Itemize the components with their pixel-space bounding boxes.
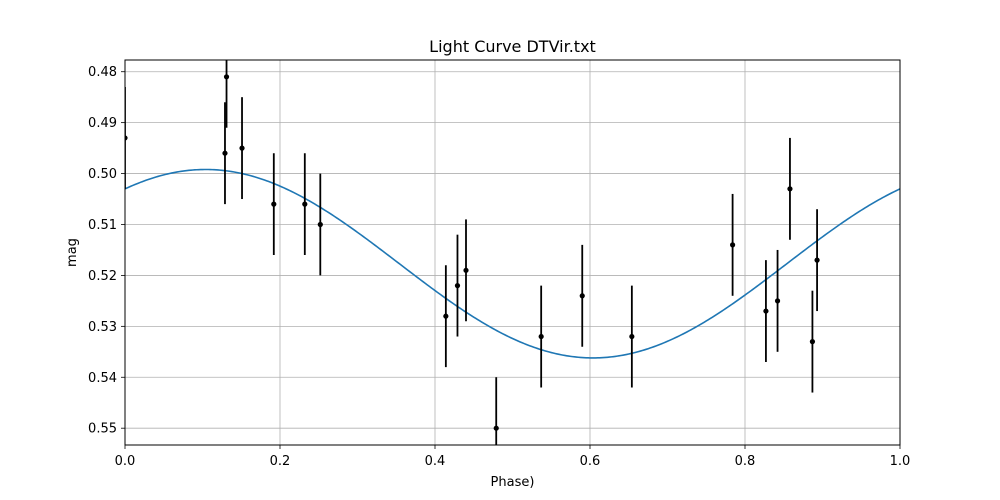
data-point [223,60,230,128]
data-marker [463,267,469,273]
y-tick-label: 0.51 [88,218,117,233]
data-marker [730,242,736,248]
data-marker [443,313,449,319]
data-marker [814,257,820,263]
data-marker [271,201,277,207]
data-marker [579,293,585,299]
data-point [809,290,816,393]
data-point [239,97,245,200]
data-point [629,285,635,388]
data-point [579,244,585,347]
data-marker [125,135,128,141]
x-tick-label: 0.4 [425,454,446,469]
data-point [317,173,323,276]
data-point [454,234,461,337]
data-point [493,377,499,445]
data-point [271,153,277,256]
y-tick-label: 0.50 [88,167,117,182]
data-point [538,285,544,388]
data-point [463,219,469,322]
model-curve-layer [125,168,900,359]
data-marker [223,74,230,80]
data-points-layer [125,60,820,445]
x-tick-label: 1.0 [890,454,911,469]
data-marker [239,145,245,151]
data-marker [302,201,308,207]
data-marker [787,186,793,192]
data-point [774,249,781,352]
y-tick-label: 0.55 [88,422,117,437]
data-marker [763,308,769,314]
data-marker [222,150,228,156]
data-point [730,193,736,296]
plot-area-frame [124,59,901,446]
model-curve [125,168,900,359]
data-point [814,209,820,312]
data-point [222,102,228,205]
data-marker [809,339,816,345]
y-tick-label: 0.54 [88,371,117,386]
data-marker [317,221,323,228]
x-axis-label: Phase) [491,475,535,490]
data-marker [538,333,544,340]
data-point [302,153,308,256]
x-axis-ticks: 0.0 0.2 0.4 0.6 0.8 1.0 [115,445,911,469]
y-axis-label: mag [65,238,80,267]
y-tick-label: 0.52 [88,269,117,284]
x-tick-label: 0.2 [270,454,291,469]
data-point [443,265,449,368]
chart-title: Light Curve DTVir.txt [429,37,596,56]
data-point [787,137,793,240]
y-axis-ticks: 0.48 0.49 0.50 0.51 0.52 0.53 0.54 0.55 [88,65,125,437]
data-marker [454,283,461,289]
x-tick-label: 0.6 [580,454,601,469]
data-marker [774,298,781,304]
data-point [763,260,769,362]
y-tick-label: 0.48 [88,65,117,80]
data-marker [629,333,635,340]
x-tick-label: 0.0 [115,454,136,469]
y-tick-label: 0.53 [88,320,117,335]
data-point [125,86,128,189]
data-marker [493,425,499,431]
x-tick-label: 0.8 [735,454,756,469]
y-tick-label: 0.49 [88,116,117,131]
